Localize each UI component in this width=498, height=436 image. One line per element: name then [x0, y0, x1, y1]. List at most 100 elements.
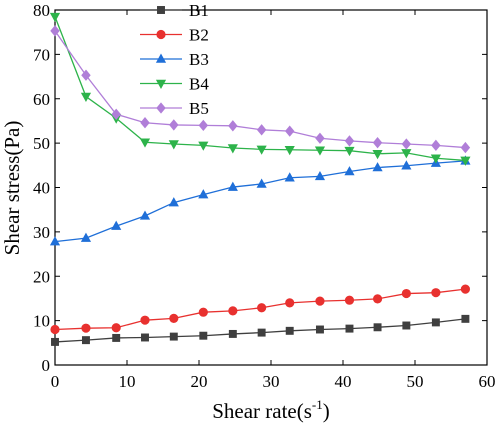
- x-axis: 0 10 20 30 40 50 60: [51, 10, 496, 391]
- data-point-B1: [141, 333, 149, 342]
- data-point-B4: [49, 12, 61, 23]
- data-point-B2: [111, 323, 121, 333]
- x-tick-label: 0: [51, 372, 60, 391]
- y-tick-label: 40: [33, 179, 50, 198]
- data-point-B2: [198, 307, 208, 317]
- data-point-B4: [430, 154, 441, 164]
- x-axis-title: Shear rate(s-1): [212, 397, 330, 423]
- series-layer: [49, 12, 471, 346]
- data-point-B5: [228, 120, 238, 132]
- series-B2: [50, 284, 470, 335]
- legend-item-B5: B5: [140, 99, 209, 118]
- data-point-B4: [372, 150, 383, 160]
- data-point-B2: [140, 315, 150, 325]
- data-point-B1: [112, 333, 121, 342]
- data-point-B1: [402, 321, 411, 330]
- y-tick-label: 30: [33, 223, 50, 242]
- data-point-B5: [344, 135, 355, 147]
- data-point-B4: [198, 141, 209, 151]
- legend: B1 B2 B3 B4 B5: [140, 1, 209, 118]
- y-tick-label: 50: [33, 134, 50, 153]
- data-point-B1: [461, 314, 470, 323]
- data-point-B3: [80, 232, 92, 242]
- data-point-B4: [284, 146, 295, 156]
- data-point-B2: [401, 288, 411, 299]
- series-line-B4: [54, 16, 466, 162]
- data-point-B1: [257, 328, 266, 337]
- x-axis-title-suffix: ): [323, 399, 330, 423]
- y-tick-label: 10: [33, 312, 50, 331]
- data-point-B2: [372, 294, 383, 304]
- data-point-B1: [315, 325, 324, 334]
- data-point-B2: [228, 306, 238, 316]
- data-point-B5: [111, 108, 121, 120]
- x-axis-title-main: Shear rate(s: [212, 399, 312, 423]
- legend-marker: [155, 53, 167, 63]
- legend-label: B2: [189, 26, 209, 45]
- legend-marker: [157, 6, 165, 14]
- y-tick-label: 20: [33, 267, 50, 286]
- x-tick-label: 40: [335, 372, 352, 391]
- data-point-B1: [373, 323, 382, 332]
- data-point-B3: [401, 160, 412, 170]
- plot-frame: [54, 9, 488, 366]
- data-point-B4: [344, 146, 355, 157]
- data-point-B5: [372, 137, 383, 149]
- data-point-B2: [315, 296, 325, 306]
- legend-item-B1: B1: [140, 1, 209, 20]
- data-point-B1: [199, 331, 208, 340]
- y-tick-label: 70: [33, 45, 50, 64]
- data-point-B3: [284, 172, 295, 182]
- data-point-B5: [460, 141, 471, 154]
- data-point-B2: [285, 298, 295, 308]
- data-point-B5: [315, 132, 325, 144]
- y-axis: 0 10 20 30 40 50 60 70 80: [33, 1, 487, 375]
- data-point-B4: [80, 92, 92, 102]
- legend-label: B5: [189, 99, 209, 118]
- data-point-B3: [168, 197, 179, 207]
- data-point-B1: [285, 326, 294, 335]
- y-tick-label: 0: [42, 356, 51, 375]
- data-point-B3: [111, 220, 122, 230]
- data-point-B1: [81, 336, 90, 345]
- x-tick-label: 20: [191, 372, 208, 391]
- legend-label: B1: [189, 1, 209, 20]
- legend-label: B4: [189, 75, 209, 94]
- y-tick-label: 80: [33, 1, 50, 20]
- legend-item-B2: B2: [140, 26, 209, 45]
- series-B5: [50, 25, 471, 154]
- legend-label: B3: [189, 50, 209, 69]
- series-B3: [49, 155, 471, 246]
- data-point-B3: [344, 166, 355, 176]
- legend-marker: [156, 102, 166, 114]
- data-point-B4: [256, 145, 267, 155]
- x-tick-label: 60: [479, 372, 496, 391]
- data-point-B1: [228, 329, 237, 338]
- data-point-B2: [50, 324, 60, 335]
- x-tick-label: 50: [407, 372, 424, 391]
- data-point-B5: [81, 69, 91, 81]
- data-point-B2: [257, 303, 267, 313]
- data-point-B3: [227, 181, 238, 191]
- data-point-B5: [50, 25, 60, 37]
- x-tick-label: 30: [263, 372, 280, 391]
- legend-item-B4: B4: [140, 75, 209, 94]
- data-point-B5: [284, 125, 295, 137]
- series-B1: [51, 314, 470, 346]
- data-point-B4: [139, 138, 151, 148]
- data-point-B5: [140, 117, 150, 129]
- data-point-B5: [169, 119, 179, 131]
- data-point-B1: [51, 337, 59, 346]
- data-point-B1: [431, 318, 440, 327]
- data-point-B5: [256, 124, 267, 136]
- data-point-B3: [139, 210, 151, 220]
- data-point-B2: [460, 284, 470, 294]
- data-point-B4: [168, 140, 179, 150]
- data-point-B1: [169, 332, 178, 341]
- data-point-B3: [256, 178, 267, 188]
- legend-marker: [156, 29, 166, 40]
- data-point-B1: [345, 324, 354, 333]
- data-point-B2: [81, 323, 91, 333]
- data-point-B5: [198, 119, 209, 132]
